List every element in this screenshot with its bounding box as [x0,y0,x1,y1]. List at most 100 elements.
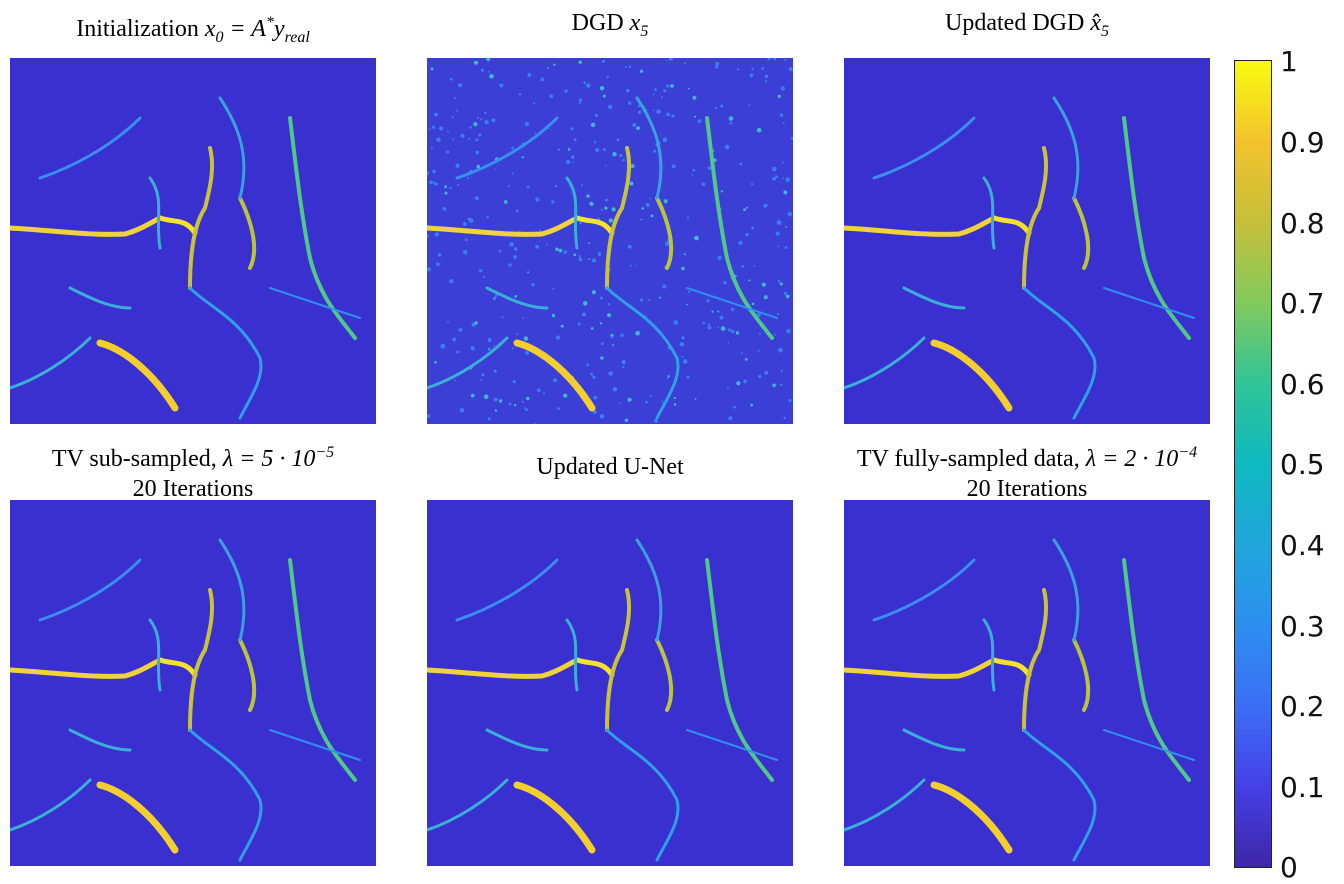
noise-speckle [683,253,686,256]
noise-speckle [673,403,677,406]
noise-speckle [455,109,458,112]
vessel-path [1052,538,1080,642]
noise-speckle [694,115,697,118]
noise-speckle [521,400,524,403]
noise-speckle [612,386,618,392]
noise-speckle [772,176,776,181]
vessel-path [10,657,163,679]
noise-speckle [753,265,756,267]
noise-speckle [720,104,724,108]
noise-speckle [743,208,746,212]
noise-speckle [622,365,625,368]
noise-speckle [588,258,590,260]
noise-speckle [776,313,779,316]
noise-speckle [434,360,437,364]
image-updated-unet [427,500,793,866]
noise-speckle [511,172,514,175]
noise-speckle [444,185,448,189]
noise-speckle [442,207,447,211]
noise-speckle [570,127,574,131]
noise-speckle [650,214,654,218]
noise-speckle [604,206,608,210]
noise-speckle [491,118,496,123]
colorbar-tick-label: 1 [1280,45,1298,78]
noise-speckle [706,299,710,303]
vessel-path [1103,287,1195,319]
noise-speckle [782,122,785,124]
noise-speckle [728,116,734,121]
noise-speckle [467,217,471,221]
noise-speckle [741,265,744,268]
vessel-path [157,215,198,236]
noise-speckle [788,67,793,72]
noise-speckle [551,200,555,204]
vessel-path [1022,728,1097,862]
noise-speckle [724,144,730,150]
noise-speckle [493,397,498,402]
image-tv-fully-sampled [844,500,1210,866]
vessel-path [605,588,632,732]
noise-speckle [430,146,433,149]
noise-speckle [586,194,590,198]
noise-speckle [603,148,606,152]
noise-speckle [602,60,605,63]
noise-speckle [531,283,535,287]
colorbar-tick-label: 0.9 [1280,126,1325,159]
noise-speckle [563,250,567,254]
vessel-path [565,618,579,692]
colorbar-tick-label: 0.7 [1280,287,1325,320]
vessel-path [844,778,926,832]
noise-speckle [460,133,465,138]
noise-speckle [745,233,749,237]
noise-speckle [670,84,674,88]
vessel-path [705,558,774,782]
noise-speckle [546,243,548,246]
noise-speckle [573,253,577,257]
noise-speckle [681,336,685,340]
noise-speckle [591,290,596,295]
noise-speckle [432,125,436,129]
noise-speckle [513,404,517,407]
noise-speckle [744,358,748,361]
noise-speckle [519,93,521,96]
noise-speckle [428,128,431,130]
noise-speckle [526,396,530,401]
noise-speckle [662,284,667,289]
noise-speckle [629,181,634,186]
colorbar-tick-label: 0.4 [1280,529,1325,562]
vessel-path [686,729,778,761]
noise-speckle [474,321,478,325]
vessel-path [574,657,615,678]
noise-speckle [586,363,590,367]
noise-speckle [758,374,762,378]
noise-speckle [480,118,483,121]
title-updated-dgd: Updated DGD x̂5 [945,10,1109,40]
noise-speckle [746,206,748,209]
noise-speckle [503,200,508,204]
noise-speckle [487,337,492,342]
noise-speckle [673,397,676,400]
noise-speckle [663,89,667,93]
noise-speckle [508,402,512,406]
vessel-path [96,339,179,412]
noise-speckle [578,257,583,262]
noise-speckle [553,378,558,383]
vessel-map [427,500,793,866]
noise-speckle [578,255,581,258]
noise-speckle [590,372,594,376]
noise-speckle [777,245,780,248]
noise-speckle [474,196,479,201]
noise-speckle [513,255,517,259]
noise-speckle [781,370,783,372]
vessel-path [427,336,509,390]
noise-speckle [673,320,679,325]
vessel-path [844,336,926,390]
noise-speckle [640,218,643,221]
vessel-path [218,96,246,200]
noise-speckle [512,380,516,384]
noise-speckle [540,77,545,82]
noise-speckle [579,221,583,225]
vessel-path [455,116,559,180]
noise-speckle [659,296,662,299]
noise-speckle [524,350,529,355]
